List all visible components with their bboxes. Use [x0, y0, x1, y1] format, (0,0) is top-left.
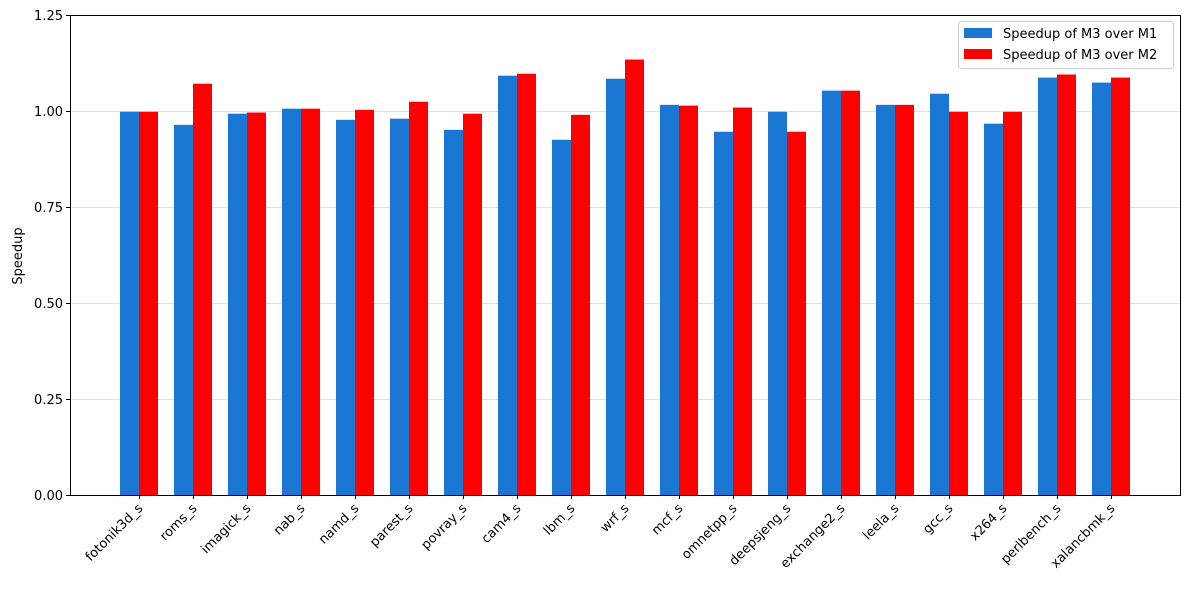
bar-exchange2_s-series-2: [841, 90, 860, 495]
bar-roms_s-series-2: [193, 83, 212, 496]
x-tick-label: x264_s: [967, 501, 1010, 544]
y-tick-label: 1.00: [34, 105, 63, 120]
bar-parest_s-series-2: [409, 101, 428, 495]
x-tick-label: namd_s: [316, 501, 362, 547]
x-tick-label: fotonik3d_s: [83, 501, 147, 565]
bar-parest_s-series-1: [390, 118, 409, 496]
bar-nab_s-series-1: [282, 108, 301, 496]
y-axis-label: Speedup: [11, 227, 26, 284]
bar-gcc_s-series-2: [949, 111, 968, 495]
bar-lbm_s-series-1: [552, 139, 571, 496]
bar-cam4_s-series-1: [498, 75, 517, 495]
bar-perlbench_s-series-1: [1038, 77, 1057, 495]
x-tick-label: lbm_s: [541, 501, 578, 538]
y-tick-label: 1.25: [34, 9, 63, 24]
legend-swatch-m2: [964, 49, 992, 59]
bar-cam4_s-series-2: [517, 73, 536, 495]
bar-gcc_s-series-1: [930, 93, 949, 495]
legend-label-m1: Speedup of M3 over M1: [1003, 27, 1157, 42]
bar-deepsjeng_s-series-2: [787, 131, 806, 495]
bars: [120, 59, 1130, 496]
bar-povray_s-series-1: [444, 129, 463, 496]
bar-wrf_s-series-1: [606, 78, 625, 495]
bar-omnetpp_s-series-2: [733, 107, 752, 495]
bar-leela_s-series-1: [876, 104, 895, 495]
bar-imagick_s-series-2: [247, 112, 266, 495]
bar-fotonik3d_s-series-2: [139, 111, 158, 495]
bar-x264_s-series-1: [984, 123, 1003, 495]
y-tick-label: 0.25: [34, 393, 63, 408]
x-tick-label: wrf_s: [598, 501, 633, 536]
x-tick-label: roms_s: [157, 501, 200, 544]
bar-exchange2_s-series-1: [822, 90, 841, 495]
bar-deepsjeng_s-series-1: [768, 111, 787, 495]
bar-leela_s-series-2: [895, 104, 914, 495]
y-tick-label: 0.00: [34, 489, 63, 504]
x-tick-label: leela_s: [860, 501, 902, 543]
x-tick-label: mcf_s: [649, 501, 686, 538]
x-tick-label: parest_s: [367, 501, 416, 550]
bar-fotonik3d_s-series-1: [120, 111, 139, 495]
bar-nab_s-series-2: [301, 108, 320, 496]
x-tick-label: gcc_s: [920, 501, 956, 537]
x-tick-label: imagick_s: [198, 501, 254, 557]
bar-mcf_s-series-2: [679, 105, 698, 496]
bar-roms_s-series-1: [174, 124, 193, 495]
bar-povray_s-series-2: [463, 113, 482, 496]
bar-mcf_s-series-1: [660, 104, 679, 495]
bar-omnetpp_s-series-1: [714, 131, 733, 495]
bar-x264_s-series-2: [1003, 111, 1022, 495]
bar-xalancbmk_s-series-1: [1092, 82, 1111, 496]
bar-perlbench_s-series-2: [1057, 74, 1076, 496]
bar-namd_s-series-2: [355, 109, 374, 496]
bar-namd_s-series-1: [336, 119, 355, 495]
bar-xalancbmk_s-series-2: [1111, 77, 1130, 495]
bar-lbm_s-series-2: [571, 114, 590, 495]
y-tick-label: 0.50: [34, 297, 63, 312]
legend-label-m2: Speedup of M3 over M2: [1003, 48, 1157, 63]
bar-imagick_s-series-1: [228, 113, 247, 496]
x-tick-label: povray_s: [419, 501, 471, 553]
x-tick-label: cam4_s: [479, 501, 525, 547]
bar-wrf_s-series-2: [625, 59, 644, 495]
legend-box: [958, 21, 1174, 69]
legend-swatch-m1: [964, 28, 992, 38]
x-tick-label: nab_s: [271, 501, 308, 538]
y-axis: 0.00 0.25 0.50 0.75 1.00 1.25: [34, 9, 70, 504]
legend: Speedup of M3 over M1 Speedup of M3 over…: [958, 21, 1174, 69]
y-tick-label: 0.75: [34, 201, 63, 216]
